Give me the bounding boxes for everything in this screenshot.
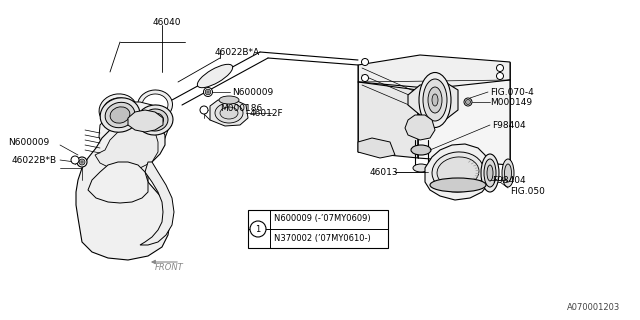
Text: F98404: F98404 [492,121,525,130]
Polygon shape [358,55,510,90]
Circle shape [204,87,212,97]
Circle shape [497,65,504,71]
Ellipse shape [110,107,130,123]
Text: 46012F: 46012F [250,108,284,117]
Polygon shape [358,138,395,158]
Circle shape [207,91,209,93]
Text: 46040: 46040 [153,18,182,27]
Ellipse shape [103,98,133,122]
Circle shape [497,73,504,79]
Circle shape [362,59,369,66]
Text: FRONT: FRONT [155,263,184,273]
Ellipse shape [423,79,447,121]
Ellipse shape [428,87,442,113]
Text: M000149: M000149 [490,98,532,107]
Circle shape [200,106,208,114]
Ellipse shape [100,98,140,132]
Ellipse shape [197,64,233,88]
Ellipse shape [413,164,429,172]
Polygon shape [408,82,458,120]
Circle shape [79,159,85,165]
Circle shape [362,75,369,82]
Text: F98404: F98404 [492,175,525,185]
Ellipse shape [419,73,451,127]
Ellipse shape [432,94,438,106]
Ellipse shape [219,96,239,104]
Ellipse shape [142,109,168,131]
Ellipse shape [137,105,173,135]
Text: M000186: M000186 [220,103,262,113]
Circle shape [71,156,79,164]
Polygon shape [128,110,163,132]
Ellipse shape [432,152,484,192]
Ellipse shape [99,94,137,126]
Ellipse shape [142,94,168,116]
Polygon shape [99,102,168,158]
Polygon shape [405,115,435,140]
Text: FIG.050: FIG.050 [510,188,545,196]
Circle shape [464,98,472,106]
Ellipse shape [484,159,496,187]
Ellipse shape [437,157,479,187]
Ellipse shape [215,103,243,123]
Polygon shape [95,125,158,170]
Text: N600009 (-’07MY0609): N600009 (-’07MY0609) [274,214,371,223]
Ellipse shape [147,113,163,127]
Polygon shape [210,100,248,126]
Ellipse shape [481,154,499,192]
Polygon shape [76,120,170,260]
Polygon shape [425,144,490,200]
Text: N370002 (’07MY0610-): N370002 (’07MY0610-) [274,234,371,243]
Polygon shape [88,162,148,203]
Ellipse shape [220,107,238,119]
Ellipse shape [105,102,135,128]
FancyBboxPatch shape [248,210,388,248]
Ellipse shape [502,159,514,187]
Circle shape [205,89,211,95]
Circle shape [250,221,266,237]
Polygon shape [140,162,174,245]
Text: FIG.070-4: FIG.070-4 [490,87,534,97]
Circle shape [465,100,470,105]
Text: N600009: N600009 [8,138,49,147]
Text: 46013: 46013 [370,167,399,177]
Ellipse shape [430,178,486,192]
Text: N600009: N600009 [232,87,273,97]
Circle shape [81,161,83,163]
Ellipse shape [138,90,173,120]
Ellipse shape [411,145,431,155]
Ellipse shape [487,165,493,181]
Text: A070001203: A070001203 [567,303,620,312]
Ellipse shape [504,164,511,182]
Circle shape [77,157,87,167]
Text: 46022B*A: 46022B*A [215,47,260,57]
Polygon shape [418,80,510,165]
Text: 1: 1 [255,225,260,234]
Polygon shape [358,82,418,158]
Text: 46022B*B: 46022B*B [12,156,57,164]
